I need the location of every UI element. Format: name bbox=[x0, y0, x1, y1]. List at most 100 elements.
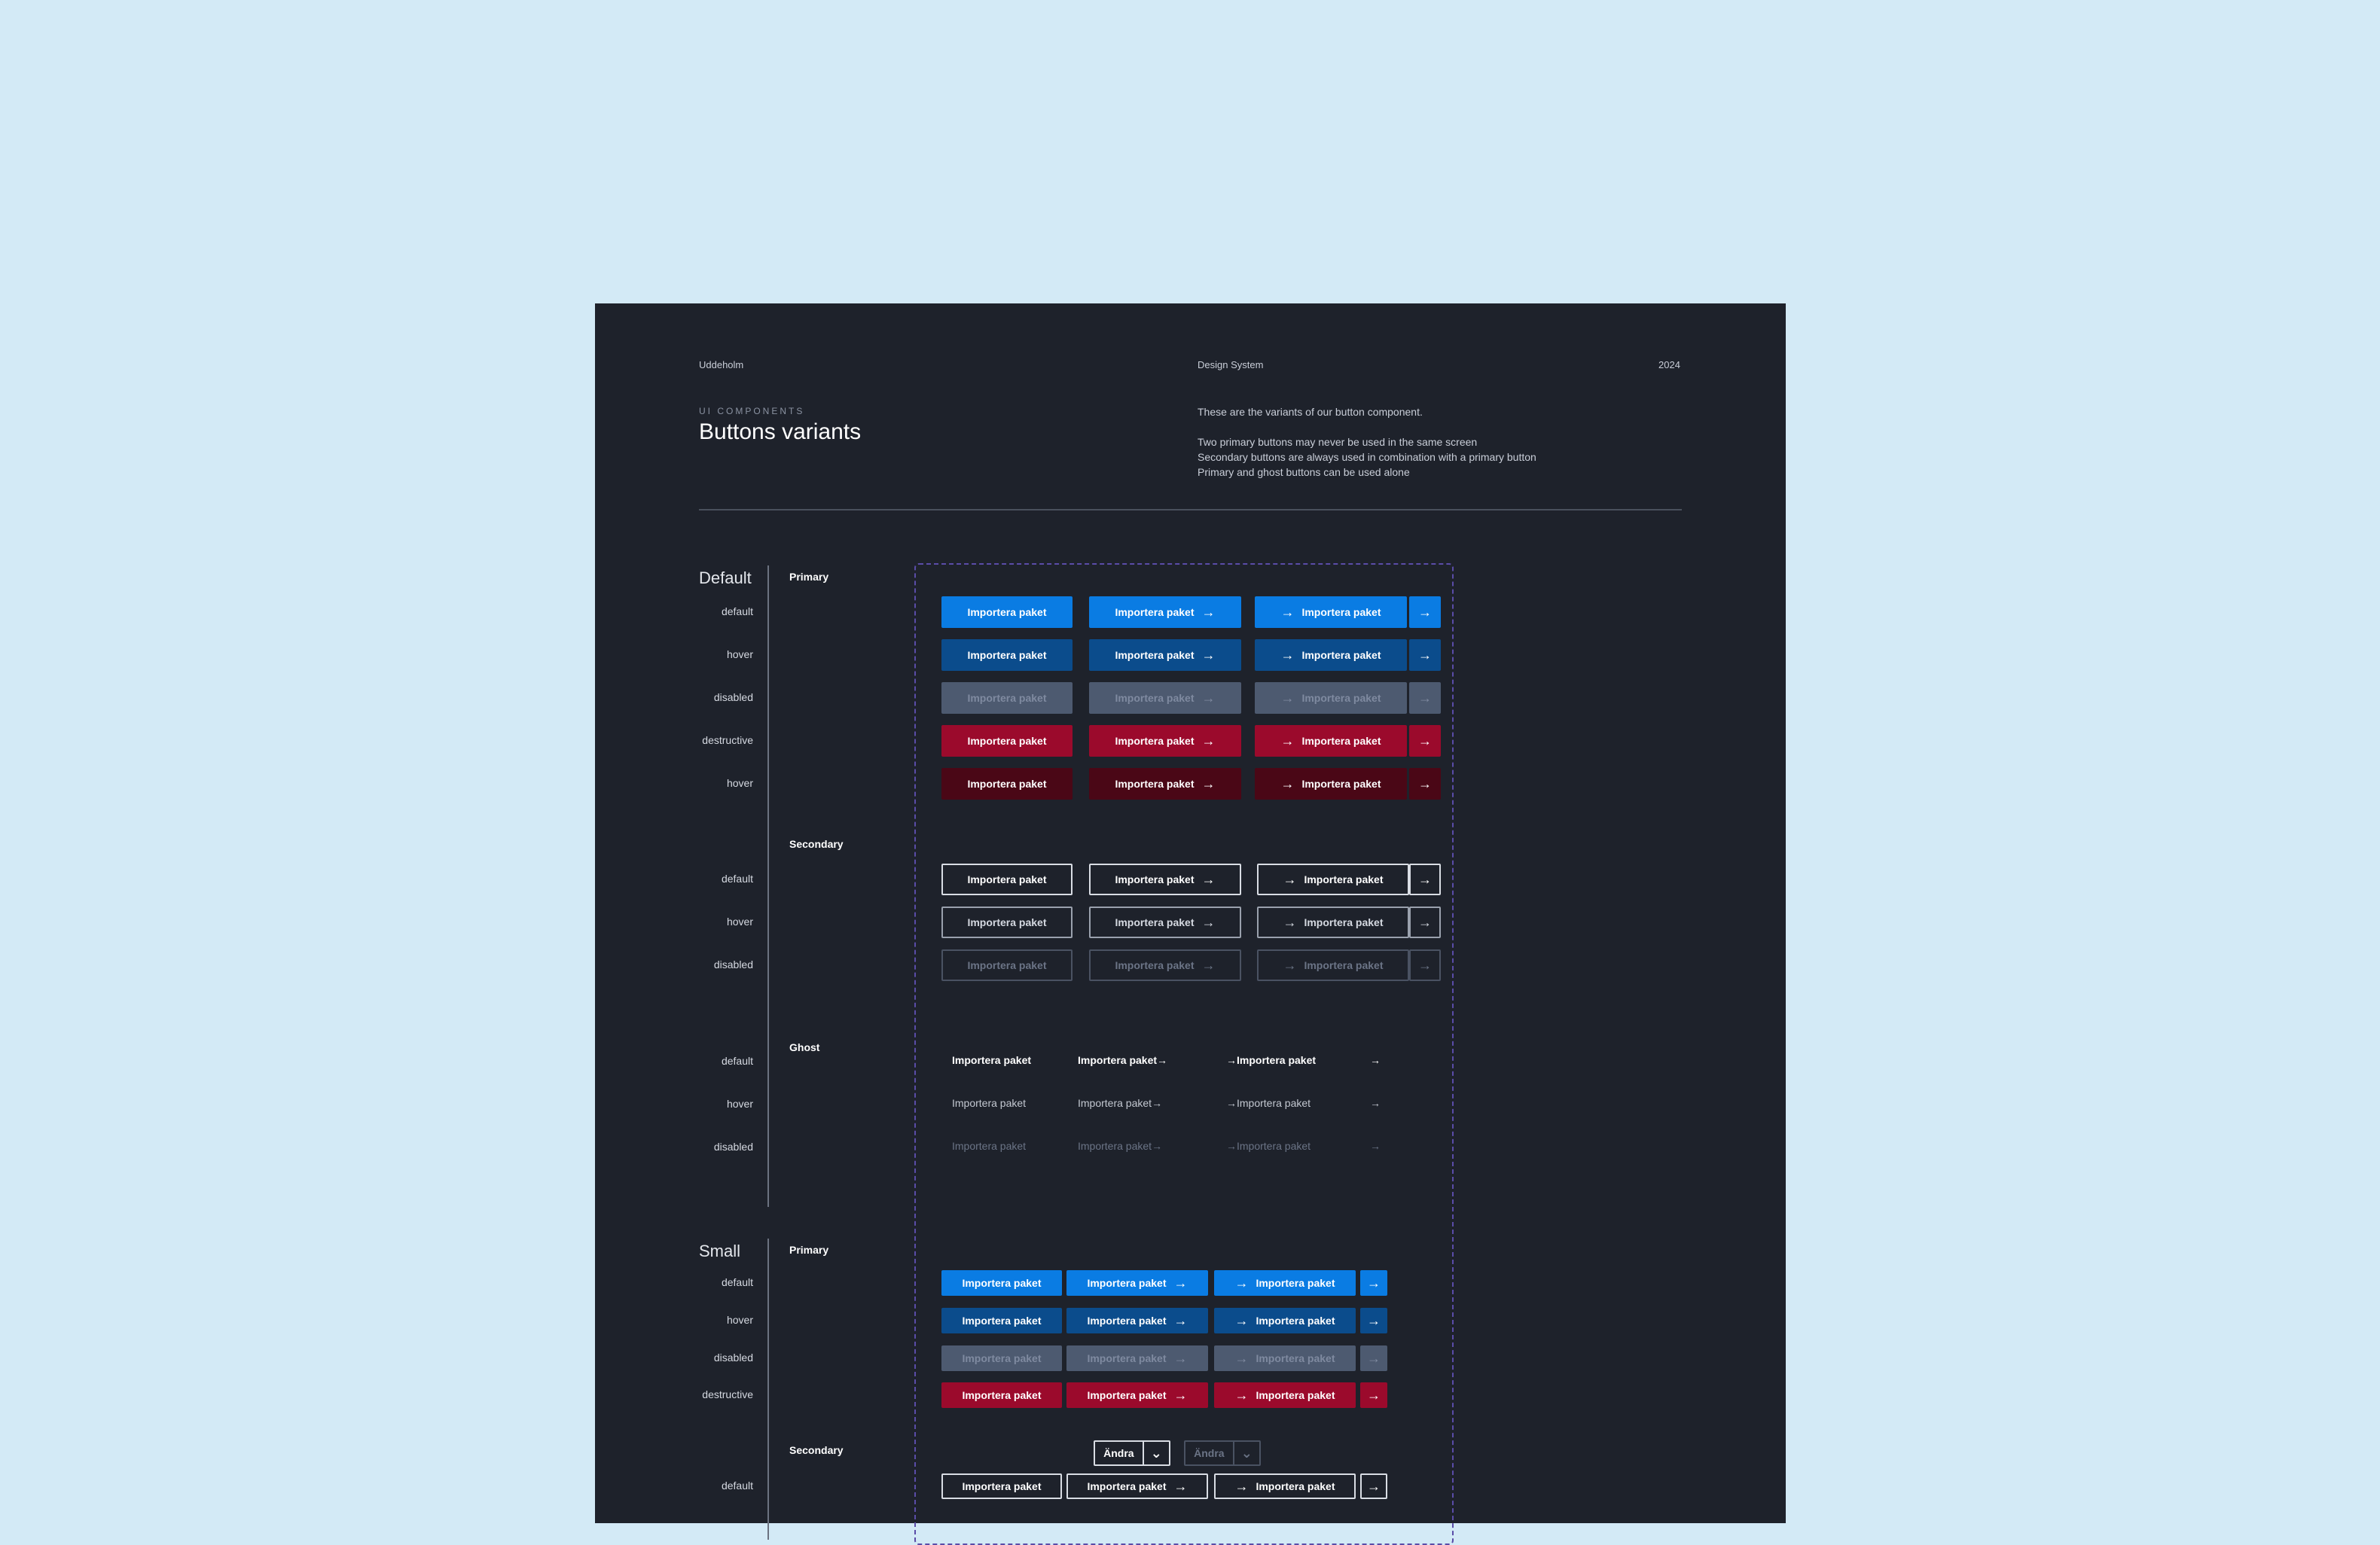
arrow-right-icon: → bbox=[1234, 1275, 1249, 1291]
small-primary-disabled-button-trailing-icon[interactable]: Importera paket → bbox=[1066, 1345, 1208, 1371]
ghost-hover-button[interactable]: Importera paket bbox=[952, 1097, 1026, 1109]
primary-disabled-button-trailing-icon[interactable]: Importera paket → bbox=[1089, 682, 1241, 714]
small-primary-default-button-trailing-icon[interactable]: Importera paket → bbox=[1066, 1270, 1208, 1296]
arrow-right-icon: → bbox=[1418, 605, 1432, 620]
arrow-right-icon: → bbox=[1418, 958, 1432, 973]
secondary-hover-button-trailing-icon[interactable]: Importera paket → bbox=[1089, 907, 1241, 938]
ghost-hover-icon-button[interactable]: → bbox=[1370, 1097, 1381, 1109]
arrow-right-icon: → bbox=[1234, 1351, 1249, 1366]
arrow-right-icon: → bbox=[1201, 733, 1216, 748]
small-secondary-default-button-leading-icon[interactable]: → Importera paket bbox=[1214, 1473, 1356, 1499]
arrow-right-icon: → bbox=[1370, 1097, 1381, 1109]
state-label: disabled bbox=[713, 1141, 753, 1153]
small-primary-hover-button-leading-icon[interactable]: → Importera paket bbox=[1214, 1308, 1356, 1333]
primary-default-button-trailing-icon[interactable]: Importera paket → bbox=[1089, 596, 1241, 628]
arrow-right-icon: → bbox=[1201, 648, 1216, 663]
state-label: default bbox=[721, 1055, 753, 1067]
split-button-disabled: Ändra ⌄ bbox=[1184, 1440, 1261, 1466]
arrow-right-icon: → bbox=[1201, 915, 1216, 930]
small-primary-destructive-icon-button[interactable]: → bbox=[1360, 1382, 1387, 1408]
primary-destructive-button-trailing-icon[interactable]: Importera paket → bbox=[1089, 725, 1241, 757]
ghost-disabled-icon-button[interactable]: → bbox=[1370, 1140, 1381, 1152]
primary-disabled-button[interactable]: Importera paket bbox=[941, 682, 1073, 714]
arrow-right-icon: → bbox=[1418, 690, 1432, 705]
secondary-hover-icon-button[interactable]: → bbox=[1409, 907, 1441, 938]
small-primary-default-icon-button[interactable]: → bbox=[1360, 1270, 1387, 1296]
small-primary-disabled-icon-button[interactable]: → bbox=[1360, 1345, 1387, 1371]
secondary-disabled-button[interactable]: Importera paket bbox=[941, 949, 1073, 981]
primary-destructive-hover-icon-button[interactable]: → bbox=[1409, 768, 1441, 800]
small-primary-destructive-button[interactable]: Importera paket bbox=[941, 1382, 1062, 1408]
state-label: disabled bbox=[713, 958, 753, 971]
secondary-default-button-trailing-icon[interactable]: Importera paket → bbox=[1089, 864, 1241, 895]
group-label-ghost: Ghost bbox=[789, 1041, 820, 1053]
primary-destructive-button-leading-icon[interactable]: → Importera paket bbox=[1255, 725, 1407, 757]
primary-hover-button-leading-icon[interactable]: → Importera paket bbox=[1255, 639, 1407, 671]
secondary-disabled-icon-button[interactable]: → bbox=[1409, 949, 1441, 981]
split-button-default[interactable]: Ändra ⌄ bbox=[1094, 1440, 1170, 1466]
arrow-right-icon: → bbox=[1283, 915, 1297, 930]
small-primary-hover-icon-button[interactable]: → bbox=[1360, 1308, 1387, 1333]
small-secondary-default-icon-button[interactable]: → bbox=[1360, 1473, 1387, 1499]
chevron-down-icon: ⌄ bbox=[1240, 1445, 1253, 1461]
arrow-right-icon: → bbox=[1367, 1479, 1381, 1494]
small-primary-disabled-button-leading-icon[interactable]: → Importera paket bbox=[1214, 1345, 1356, 1371]
secondary-disabled-button-trailing-icon[interactable]: Importera paket → bbox=[1089, 949, 1241, 981]
small-primary-default-button-leading-icon[interactable]: → Importera paket bbox=[1214, 1270, 1356, 1296]
button-label: Importera paket bbox=[952, 1140, 1027, 1152]
ghost-default-icon-button[interactable]: → bbox=[1370, 1054, 1381, 1066]
secondary-default-icon-button[interactable]: → bbox=[1409, 864, 1441, 895]
arrow-right-icon: → bbox=[1173, 1351, 1188, 1366]
secondary-default-button[interactable]: Importera paket bbox=[941, 864, 1073, 895]
ghost-disabled-button-trailing-icon[interactable]: Importera paket → bbox=[1078, 1140, 1162, 1152]
button-label: Importera paket bbox=[1087, 1389, 1167, 1401]
ghost-hover-button-trailing-icon[interactable]: Importera paket → bbox=[1078, 1097, 1162, 1109]
small-secondary-default-button-trailing-icon[interactable]: Importera paket → bbox=[1066, 1473, 1208, 1499]
primary-destructive-icon-button[interactable]: → bbox=[1409, 725, 1441, 757]
primary-hover-button-trailing-icon[interactable]: Importera paket → bbox=[1089, 639, 1241, 671]
state-label: default bbox=[721, 1276, 753, 1288]
secondary-hover-button[interactable]: Importera paket bbox=[941, 907, 1073, 938]
secondary-default-button-leading-icon[interactable]: → Importera paket bbox=[1257, 864, 1409, 895]
ghost-disabled-button-leading-icon[interactable]: → Importera paket bbox=[1226, 1140, 1311, 1152]
arrow-right-icon: → bbox=[1280, 776, 1295, 791]
small-primary-destructive-button-leading-icon[interactable]: → Importera paket bbox=[1214, 1382, 1356, 1408]
button-label: Importera paket bbox=[1301, 735, 1381, 747]
chevron-down-icon[interactable]: ⌄ bbox=[1150, 1445, 1162, 1461]
small-primary-disabled-button[interactable]: Importera paket bbox=[941, 1345, 1062, 1371]
arrow-right-icon: → bbox=[1418, 915, 1432, 930]
primary-default-button-leading-icon[interactable]: → Importera paket bbox=[1255, 596, 1407, 628]
primary-disabled-button-leading-icon[interactable]: → Importera paket bbox=[1255, 682, 1407, 714]
state-label: hover bbox=[726, 777, 753, 789]
ghost-default-button-leading-icon[interactable]: → Importera paket bbox=[1226, 1054, 1316, 1066]
ghost-default-button[interactable]: Importera paket bbox=[952, 1054, 1031, 1066]
arrow-right-icon: → bbox=[1367, 1313, 1381, 1328]
primary-hover-icon-button[interactable]: → bbox=[1409, 639, 1441, 671]
small-primary-hover-button-trailing-icon[interactable]: Importera paket → bbox=[1066, 1308, 1208, 1333]
primary-destructive-hover-button[interactable]: Importera paket bbox=[941, 768, 1073, 800]
small-primary-destructive-button-trailing-icon[interactable]: Importera paket → bbox=[1066, 1382, 1208, 1408]
primary-destructive-hover-button-trailing-icon[interactable]: Importera paket → bbox=[1089, 768, 1241, 800]
primary-destructive-button[interactable]: Importera paket bbox=[941, 725, 1073, 757]
button-label: Importera paket bbox=[967, 916, 1047, 928]
primary-destructive-hover-button-leading-icon[interactable]: → Importera paket bbox=[1255, 768, 1407, 800]
arrow-right-icon: → bbox=[1280, 733, 1295, 748]
primary-default-icon-button[interactable]: → bbox=[1409, 596, 1441, 628]
ghost-default-button-trailing-icon[interactable]: Importera paket → bbox=[1078, 1054, 1167, 1066]
small-secondary-default-button[interactable]: Importera paket bbox=[941, 1473, 1062, 1499]
primary-default-button[interactable]: Importera paket bbox=[941, 596, 1073, 628]
small-primary-hover-button[interactable]: Importera paket bbox=[941, 1308, 1062, 1333]
state-label: destructive bbox=[702, 1388, 753, 1400]
secondary-hover-button-leading-icon[interactable]: → Importera paket bbox=[1257, 907, 1409, 938]
button-label: Importera paket bbox=[1304, 916, 1384, 928]
ghost-disabled-button[interactable]: Importera paket bbox=[952, 1140, 1026, 1152]
secondary-disabled-button-leading-icon[interactable]: → Importera paket bbox=[1257, 949, 1409, 981]
primary-disabled-icon-button[interactable]: → bbox=[1409, 682, 1441, 714]
description: These are the variants of our button com… bbox=[1198, 404, 1536, 480]
small-primary-default-button[interactable]: Importera paket bbox=[941, 1270, 1062, 1296]
group-label-small-primary: Primary bbox=[789, 1244, 829, 1256]
primary-hover-button[interactable]: Importera paket bbox=[941, 639, 1073, 671]
ghost-hover-button-leading-icon[interactable]: → Importera paket bbox=[1226, 1097, 1311, 1109]
section-divider-default bbox=[767, 565, 769, 1207]
state-label: hover bbox=[726, 1098, 753, 1110]
